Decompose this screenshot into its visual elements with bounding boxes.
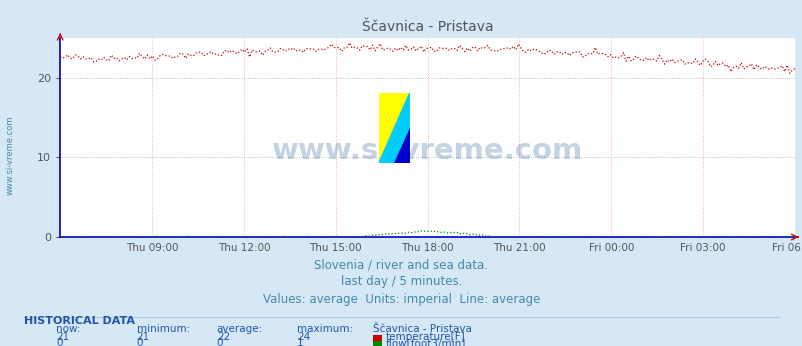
Text: 22: 22	[217, 332, 230, 342]
Text: 0: 0	[56, 338, 63, 346]
Polygon shape	[394, 128, 409, 163]
Text: minimum:: minimum:	[136, 324, 189, 334]
Text: temperature[F]: temperature[F]	[385, 332, 464, 342]
Text: 0: 0	[136, 338, 143, 346]
Text: www.si-vreme.com: www.si-vreme.com	[6, 116, 15, 195]
Text: maximum:: maximum:	[297, 324, 353, 334]
Text: average:: average:	[217, 324, 263, 334]
Text: HISTORICAL DATA: HISTORICAL DATA	[24, 316, 135, 326]
Text: 21: 21	[136, 332, 150, 342]
Text: 21: 21	[56, 332, 70, 342]
Text: www.si-vreme.com: www.si-vreme.com	[272, 137, 582, 165]
Polygon shape	[379, 93, 409, 163]
Polygon shape	[379, 93, 409, 163]
Title: Ščavnica - Pristava: Ščavnica - Pristava	[362, 20, 492, 34]
Text: flow[foot3/min]: flow[foot3/min]	[385, 338, 465, 346]
Text: 0: 0	[217, 338, 223, 346]
Text: now:: now:	[56, 324, 81, 334]
Text: Slovenia / river and sea data.: Slovenia / river and sea data.	[314, 258, 488, 271]
Text: 1: 1	[297, 338, 303, 346]
Text: 24: 24	[297, 332, 310, 342]
Text: Values: average  Units: imperial  Line: average: Values: average Units: imperial Line: av…	[262, 293, 540, 306]
Text: last day / 5 minutes.: last day / 5 minutes.	[340, 275, 462, 289]
Text: Ščavnica - Pristava: Ščavnica - Pristava	[373, 324, 472, 334]
